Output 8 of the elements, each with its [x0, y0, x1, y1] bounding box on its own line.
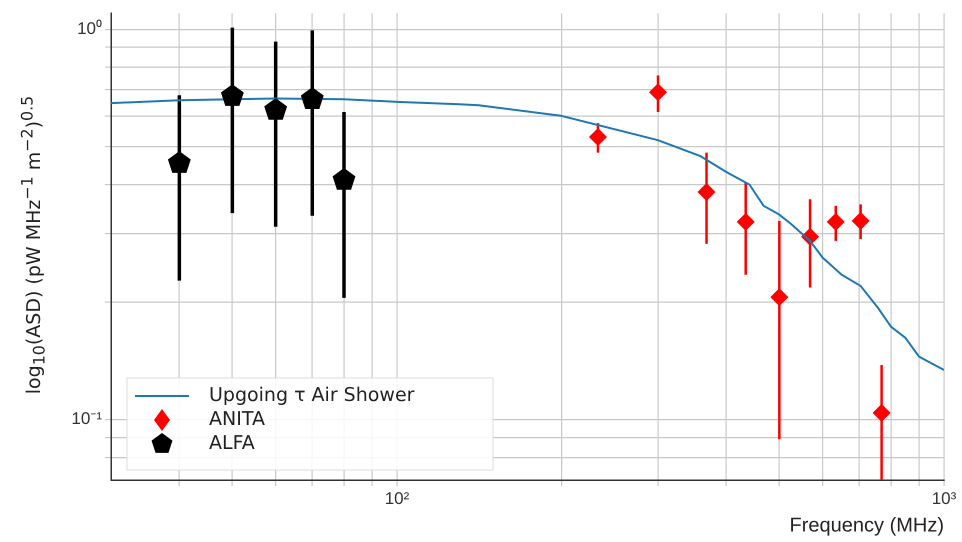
y-tick-label: 10⁻¹ — [71, 409, 102, 428]
y-tick-label: 10⁰ — [77, 19, 102, 38]
legend-label: ANITA — [209, 408, 265, 430]
x-tick-label: 10² — [384, 488, 410, 508]
x-axis-title: Frequency (MHz) — [790, 514, 944, 537]
legend-label: ALFA — [209, 432, 255, 454]
legend-label: Upgoing τ Air Shower — [209, 384, 415, 406]
x-tick-label: 10³ — [932, 488, 957, 508]
